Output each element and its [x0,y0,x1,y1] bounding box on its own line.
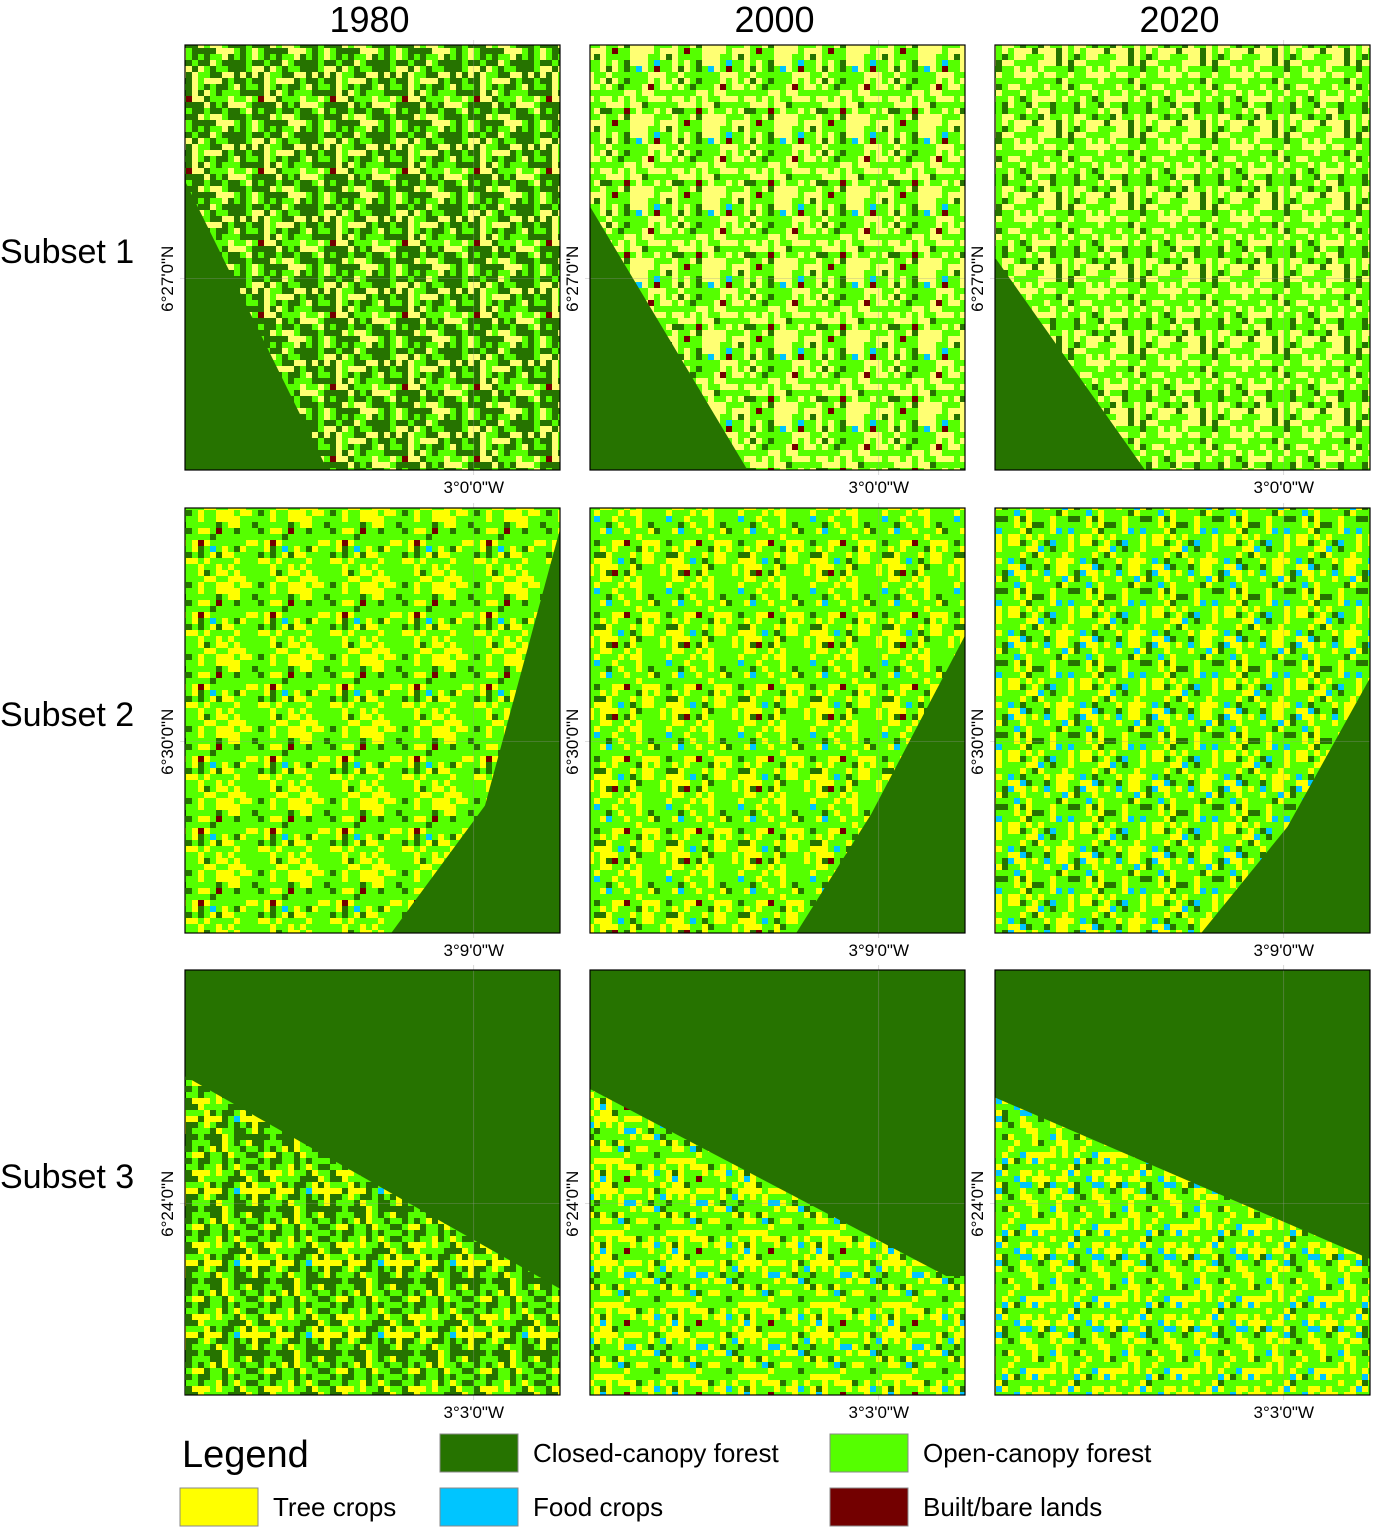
map-panel [180,965,561,1400]
legend-swatch [179,1487,259,1527]
longitude-label: 3°0'0"W [444,478,505,497]
longitude-label: 3°3'0"W [849,1403,910,1422]
closed-forest-area [185,181,328,470]
map-panel [585,503,966,938]
column-title: 1980 [329,0,409,40]
panel-frame [994,969,1371,1396]
panel-frame [589,969,966,1396]
map-panel [990,965,1371,1400]
column-title: 2000 [734,0,814,40]
closed-forest-area [796,635,965,933]
map-panel [180,40,561,475]
panel-frame [184,969,561,1396]
longitude-label: 3°0'0"W [849,478,910,497]
row-label: Subset 3 [0,1158,134,1196]
panel-frame [184,44,561,471]
closed-forest-area [185,970,560,1289]
longitude-label: 3°0'0"W [1254,478,1315,497]
latitude-label: 6°30'0"N [158,709,177,775]
row-label: Subset 1 [0,233,134,271]
panel-frame [589,507,966,934]
map-panel [990,503,1371,938]
map-panel [585,40,966,475]
latitude-label: 6°27'0"N [563,246,582,312]
closed-forest-area [1201,678,1370,933]
latitude-label: 6°30'0"N [563,709,582,775]
latitude-label: 6°27'0"N [968,246,987,312]
latitude-label: 6°24'0"N [563,1171,582,1237]
latitude-label: 6°27'0"N [158,246,177,312]
longitude-label: 3°9'0"W [1254,941,1315,960]
panel-frame [994,44,1371,471]
closed-forest-area [995,970,1370,1259]
panel-frame [184,507,561,934]
latitude-label: 6°24'0"N [968,1171,987,1237]
legend-label: Tree crops [273,1492,396,1522]
closed-forest-area [995,257,1145,470]
legend-swatch [829,1487,909,1527]
legend-swatch [439,1433,519,1473]
map-panel [990,40,1371,475]
longitude-label: 3°3'0"W [444,1403,505,1422]
longitude-label: 3°9'0"W [849,941,910,960]
legend-title: Legend [182,1434,309,1476]
latitude-label: 6°30'0"N [968,709,987,775]
closed-forest-area [590,970,965,1276]
legend-label: Food crops [533,1492,663,1522]
row-label: Subset 2 [0,696,134,734]
legend-label: Closed-canopy forest [533,1438,779,1468]
closed-forest-area [590,206,748,470]
legend-label: Built/bare lands [923,1492,1102,1522]
map-panel [180,503,561,938]
longitude-label: 3°3'0"W [1254,1403,1315,1422]
panel-frame [589,44,966,471]
column-title: 2020 [1139,0,1219,40]
map-panel [585,965,966,1400]
latitude-label: 6°24'0"N [158,1171,177,1237]
legend-swatch [829,1433,909,1473]
legend-swatch [439,1487,519,1527]
closed-forest-area [391,529,560,933]
panel-frame [994,507,1371,934]
legend-label: Open-canopy forest [923,1438,1152,1468]
longitude-label: 3°9'0"W [444,941,505,960]
